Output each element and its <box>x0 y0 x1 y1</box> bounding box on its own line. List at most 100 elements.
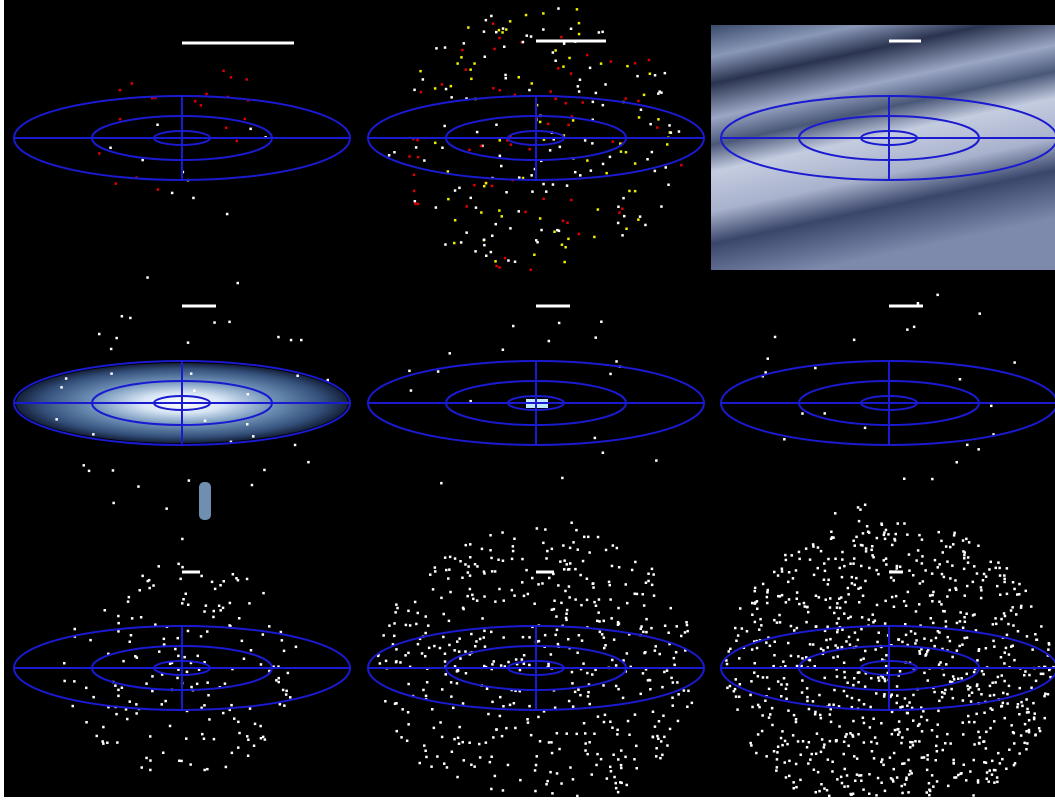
particle <box>959 611 962 614</box>
particle <box>677 720 680 723</box>
particle <box>135 712 138 715</box>
particle <box>890 576 893 579</box>
particle <box>952 759 955 762</box>
particle <box>991 773 994 776</box>
particle <box>545 557 548 560</box>
particle <box>1000 656 1003 659</box>
particle <box>592 101 595 104</box>
particle <box>819 714 822 717</box>
particle <box>519 779 522 782</box>
particle <box>780 695 783 698</box>
particle <box>877 777 880 780</box>
particle <box>942 610 945 613</box>
particle <box>893 606 896 609</box>
particle <box>874 648 877 651</box>
particle <box>901 785 904 788</box>
particle <box>860 565 863 568</box>
particle <box>485 182 488 185</box>
particle <box>586 159 589 162</box>
particle <box>756 647 759 650</box>
particle <box>761 730 764 733</box>
particle <box>857 733 860 736</box>
particle <box>947 785 950 788</box>
particle <box>817 567 820 570</box>
particle <box>663 736 666 739</box>
particle <box>905 605 908 608</box>
particle <box>891 596 894 599</box>
particle <box>237 282 240 285</box>
page <box>0 0 1055 800</box>
particle <box>970 700 973 703</box>
particle <box>436 755 439 758</box>
particle <box>960 677 963 680</box>
particle <box>439 721 442 724</box>
particle <box>1020 734 1023 737</box>
particle <box>406 740 409 743</box>
particle <box>823 746 826 749</box>
particle <box>949 742 952 745</box>
particle <box>638 116 641 119</box>
particle <box>500 165 503 168</box>
particle <box>832 656 835 659</box>
particle <box>494 570 497 573</box>
particle <box>283 704 286 707</box>
particle <box>978 650 981 653</box>
particle <box>915 559 918 562</box>
particle <box>938 700 941 703</box>
particle <box>456 776 459 779</box>
particle <box>823 787 826 790</box>
particle <box>801 679 804 682</box>
particle <box>1012 624 1015 627</box>
particle <box>1004 651 1007 654</box>
particle <box>206 681 209 684</box>
particle <box>955 776 958 779</box>
particle <box>591 142 594 145</box>
particle <box>1008 749 1011 752</box>
particle <box>453 242 456 245</box>
particle <box>757 704 760 707</box>
particle <box>1004 717 1007 720</box>
particle <box>197 655 200 658</box>
particle <box>875 692 878 695</box>
particle <box>985 731 988 734</box>
particle <box>981 670 984 673</box>
particle <box>852 720 855 723</box>
particle <box>592 586 595 589</box>
particle <box>572 778 575 781</box>
particle <box>566 732 569 735</box>
particle <box>578 22 581 25</box>
particle <box>895 595 898 598</box>
particle <box>544 528 547 531</box>
particle <box>870 741 873 744</box>
particle <box>560 602 563 605</box>
particle <box>806 687 809 690</box>
particle <box>1028 674 1031 677</box>
particle <box>456 682 459 685</box>
particle <box>490 631 493 634</box>
particle <box>737 634 740 637</box>
particle <box>824 412 827 415</box>
particle <box>1006 634 1009 637</box>
particle <box>635 745 638 748</box>
particle <box>248 602 251 605</box>
particle <box>283 650 286 653</box>
particle <box>465 205 468 208</box>
particle <box>852 540 855 543</box>
particle <box>691 702 694 705</box>
particle <box>982 579 985 582</box>
particle <box>393 622 396 625</box>
particle <box>621 234 624 237</box>
particle <box>241 640 244 643</box>
polar-grid <box>14 96 350 180</box>
particle <box>491 570 494 573</box>
particle <box>262 592 265 595</box>
particle <box>567 638 570 641</box>
particle <box>907 712 910 715</box>
particle <box>949 546 952 549</box>
particle <box>1013 764 1016 767</box>
particle <box>668 124 671 127</box>
particle <box>524 211 527 214</box>
particle <box>579 574 582 577</box>
particle <box>845 640 848 643</box>
particle <box>531 82 534 85</box>
